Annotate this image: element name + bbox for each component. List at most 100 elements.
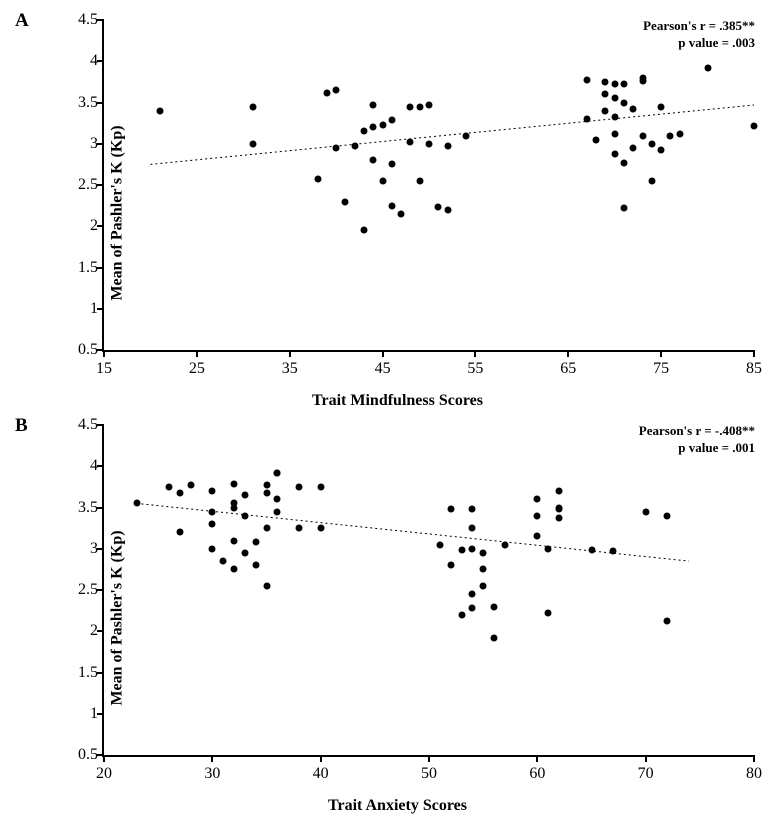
y-tick-label: 2.5 bbox=[78, 581, 104, 599]
scatter-point bbox=[252, 562, 259, 569]
scatter-point bbox=[435, 204, 442, 211]
scatter-point bbox=[209, 508, 216, 515]
scatter-point bbox=[447, 506, 454, 513]
scatter-point bbox=[231, 566, 238, 573]
scatter-point bbox=[621, 99, 628, 106]
scatter-point bbox=[611, 151, 618, 158]
y-tick-label: 2 bbox=[90, 217, 104, 235]
scatter-point bbox=[556, 515, 563, 522]
scatter-point bbox=[667, 132, 674, 139]
scatter-point bbox=[480, 582, 487, 589]
scatter-point bbox=[447, 562, 454, 569]
scatter-point bbox=[648, 177, 655, 184]
scatter-point bbox=[630, 106, 637, 113]
y-tick-label: 4.5 bbox=[78, 416, 104, 434]
scatter-point bbox=[658, 103, 665, 110]
scatter-point bbox=[621, 205, 628, 212]
scatter-point bbox=[602, 78, 609, 85]
scatter-point bbox=[469, 506, 476, 513]
scatter-point bbox=[630, 144, 637, 151]
scatter-point bbox=[274, 496, 281, 503]
x-tick-label: 70 bbox=[638, 755, 654, 783]
scatter-point bbox=[469, 591, 476, 598]
panel-b-trendline bbox=[137, 503, 690, 561]
scatter-point bbox=[458, 611, 465, 618]
scatter-point bbox=[534, 512, 541, 519]
scatter-point bbox=[407, 139, 414, 146]
scatter-point bbox=[588, 547, 595, 554]
scatter-point bbox=[231, 537, 238, 544]
scatter-point bbox=[241, 492, 248, 499]
panel-b-label: B bbox=[15, 415, 28, 437]
scatter-point bbox=[370, 124, 377, 131]
scatter-point bbox=[296, 483, 303, 490]
scatter-point bbox=[388, 116, 395, 123]
scatter-point bbox=[676, 130, 683, 137]
figure: A Pearson's r = .385** p value = .003 Me… bbox=[10, 10, 775, 820]
y-tick-label: 2.5 bbox=[78, 176, 104, 194]
y-tick-label: 4 bbox=[90, 52, 104, 70]
scatter-point bbox=[469, 545, 476, 552]
scatter-point bbox=[388, 160, 395, 167]
scatter-point bbox=[361, 227, 368, 234]
scatter-point bbox=[176, 529, 183, 536]
scatter-point bbox=[664, 618, 671, 625]
x-tick-label: 20 bbox=[96, 755, 112, 783]
scatter-point bbox=[426, 140, 433, 147]
y-tick-label: 4.5 bbox=[78, 11, 104, 29]
x-tick-label: 45 bbox=[375, 350, 391, 378]
scatter-point bbox=[480, 566, 487, 573]
scatter-point bbox=[370, 101, 377, 108]
scatter-point bbox=[231, 481, 238, 488]
x-tick-label: 85 bbox=[746, 350, 762, 378]
scatter-point bbox=[263, 489, 270, 496]
panel-a-trendline bbox=[150, 105, 754, 164]
scatter-point bbox=[274, 469, 281, 476]
scatter-point bbox=[176, 489, 183, 496]
scatter-point bbox=[379, 121, 386, 128]
scatter-point bbox=[469, 605, 476, 612]
scatter-point bbox=[463, 132, 470, 139]
scatter-point bbox=[249, 103, 256, 110]
scatter-point bbox=[296, 525, 303, 532]
scatter-point bbox=[545, 610, 552, 617]
scatter-point bbox=[426, 101, 433, 108]
scatter-point bbox=[664, 512, 671, 519]
scatter-point bbox=[249, 140, 256, 147]
scatter-point bbox=[658, 147, 665, 154]
y-tick-label: 3 bbox=[90, 135, 104, 153]
y-tick-label: 3.5 bbox=[78, 94, 104, 112]
y-tick-label: 4 bbox=[90, 457, 104, 475]
panel-b-plot-area: 0.511.522.533.544.520304050607080 bbox=[102, 425, 754, 757]
x-tick-label: 25 bbox=[189, 350, 205, 378]
scatter-point bbox=[704, 64, 711, 71]
scatter-point bbox=[611, 81, 618, 88]
scatter-point bbox=[469, 525, 476, 532]
y-tick-label: 1 bbox=[90, 300, 104, 318]
scatter-point bbox=[209, 521, 216, 528]
scatter-point bbox=[317, 483, 324, 490]
scatter-point bbox=[480, 549, 487, 556]
panel-b: B Pearson's r = -.408** p value = .001 M… bbox=[10, 415, 775, 820]
scatter-point bbox=[611, 114, 618, 121]
y-tick-label: 1.5 bbox=[78, 664, 104, 682]
x-tick-label: 65 bbox=[560, 350, 576, 378]
scatter-point bbox=[491, 603, 498, 610]
scatter-point bbox=[444, 143, 451, 150]
scatter-point bbox=[621, 159, 628, 166]
scatter-point bbox=[133, 500, 140, 507]
scatter-point bbox=[333, 87, 340, 94]
scatter-point bbox=[241, 512, 248, 519]
scatter-point bbox=[241, 549, 248, 556]
scatter-point bbox=[231, 500, 238, 507]
scatter-point bbox=[416, 103, 423, 110]
scatter-point bbox=[534, 496, 541, 503]
scatter-point bbox=[639, 74, 646, 81]
scatter-point bbox=[388, 202, 395, 209]
scatter-point bbox=[545, 545, 552, 552]
scatter-point bbox=[639, 132, 646, 139]
x-tick-label: 40 bbox=[313, 755, 329, 783]
scatter-point bbox=[416, 177, 423, 184]
panel-b-xlabel: Trait Anxiety Scores bbox=[328, 797, 467, 815]
scatter-point bbox=[220, 558, 227, 565]
